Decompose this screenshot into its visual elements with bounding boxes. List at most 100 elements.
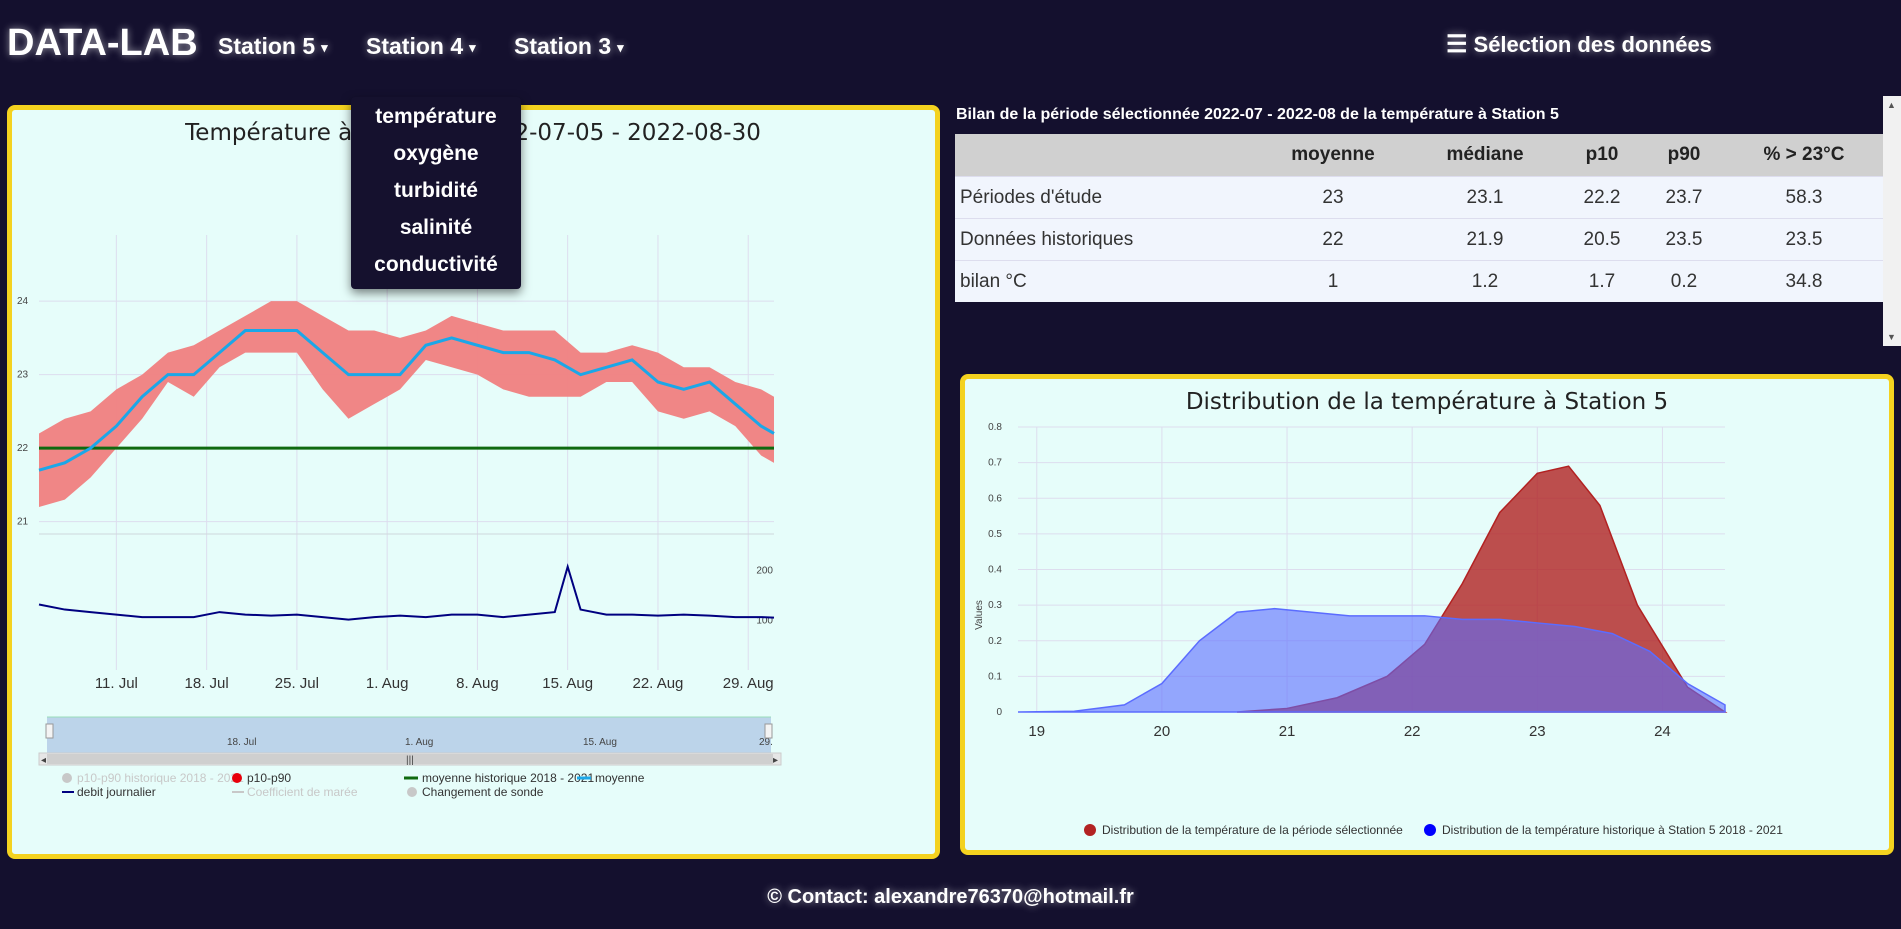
y-tick-label: 0.3 bbox=[988, 600, 1002, 611]
legend-dot-icon bbox=[62, 773, 72, 783]
y-tick-label: 0.2 bbox=[988, 636, 1002, 647]
row-label: Données historiques bbox=[955, 218, 1257, 261]
nav-station-3-label: Station 3 bbox=[514, 33, 612, 59]
legend-item-changement-sonde[interactable]: Changement de sonde bbox=[407, 785, 544, 799]
range-navigator[interactable]: 18. Jul 1. Aug 15. Aug 29. ||| ◂ ▸ bbox=[38, 716, 782, 766]
legend-item-historical[interactable]: Distribution de la température historiqu… bbox=[1424, 823, 1783, 837]
scroll-left-icon[interactable]: ◂ bbox=[41, 755, 46, 766]
table-cell: 23.5 bbox=[1643, 218, 1725, 261]
navigator-label: 1. Aug bbox=[405, 737, 433, 748]
chevron-down-icon: ▾ bbox=[321, 39, 328, 55]
x-tick-label: 19 bbox=[1028, 723, 1045, 740]
table-header-row: moyenne médiane p10 p90 % > 23°C bbox=[955, 134, 1883, 177]
x-tick-label: 11. Jul bbox=[95, 675, 138, 692]
y-axis-title: Values bbox=[974, 600, 985, 630]
chevron-down-icon: ▾ bbox=[617, 39, 624, 55]
navigator-scrollbar-thumb[interactable] bbox=[47, 754, 773, 764]
scroll-down-icon[interactable]: ▼ bbox=[1887, 332, 1896, 342]
flow-subchart: 100 200 bbox=[38, 563, 775, 627]
p10-p90-area bbox=[39, 301, 774, 507]
legend-label: Distribution de la température de la pér… bbox=[1102, 823, 1403, 837]
summary-table: moyenne médiane p10 p90 % > 23°C Période… bbox=[955, 134, 1883, 302]
x-tick-label: 21 bbox=[1279, 723, 1296, 740]
scroll-up-icon[interactable]: ▲ bbox=[1887, 100, 1896, 110]
y-tick-label: 0.6 bbox=[988, 493, 1002, 504]
x-tick-label: 24 bbox=[1654, 723, 1671, 740]
navigator-label: 18. Jul bbox=[227, 737, 256, 748]
table-cell: 1 bbox=[1257, 260, 1409, 302]
legend-item-moyenne-historique[interactable]: moyenne historique 2018 - 2021 bbox=[404, 771, 594, 785]
menu-icon: ☰ bbox=[1446, 31, 1468, 58]
table-row: Données historiques 22 21.9 20.5 23.5 23… bbox=[955, 218, 1883, 261]
navigator-selection[interactable] bbox=[47, 717, 771, 753]
dropdown-item-turbidite[interactable]: turbidité bbox=[394, 179, 478, 202]
legend-item-coefficient-maree[interactable]: Coefficient de marée bbox=[232, 785, 358, 799]
table-scrollbar[interactable]: ▲ ▼ bbox=[1883, 96, 1901, 346]
y-tick-label: 0.5 bbox=[988, 529, 1002, 540]
x-tick-label: 29. Aug bbox=[723, 675, 774, 692]
scrollbar-grip-icon: ||| bbox=[406, 755, 414, 766]
table-row: Périodes d'étude 23 23.1 22.2 23.7 58.3 bbox=[955, 176, 1883, 219]
nav-station-4[interactable]: Station 4 ▾ bbox=[366, 33, 476, 60]
legend-item-p10-p90[interactable]: p10-p90 bbox=[232, 771, 291, 785]
legend-item-debit-journalier[interactable]: debit journalier bbox=[62, 785, 156, 799]
navigator-label: 29. bbox=[759, 737, 773, 748]
scroll-right-icon[interactable]: ▸ bbox=[773, 755, 778, 766]
flow-y-tick-label: 200 bbox=[756, 565, 773, 576]
column-header: médiane bbox=[1409, 134, 1561, 177]
table-cell: 23.7 bbox=[1643, 176, 1725, 219]
dropdown-item-temperature[interactable]: température bbox=[375, 105, 497, 128]
p10-p90-band bbox=[39, 301, 774, 507]
navigator-label: 15. Aug bbox=[583, 737, 617, 748]
temperature-distribution-chart[interactable]: Distribution de la température à Station… bbox=[965, 379, 1889, 850]
y-tick-label: 21 bbox=[17, 517, 29, 528]
x-tick-label: 15. Aug bbox=[542, 675, 593, 692]
mean-line bbox=[38, 329, 775, 472]
legend-item-p10-p90-historique[interactable]: p10-p90 historique 2018 - 2021 bbox=[62, 771, 244, 785]
y-tick-label: 0.8 bbox=[988, 422, 1002, 433]
legend-item-selected-period[interactable]: Distribution de la température de la pér… bbox=[1084, 823, 1403, 837]
legend-label: p10-p90 bbox=[247, 771, 291, 785]
legend-label: Changement de sonde bbox=[422, 785, 544, 799]
brand-logo[interactable]: DATA-LAB bbox=[7, 22, 198, 64]
y-tick-label: 0.7 bbox=[988, 458, 1002, 469]
legend-dot-icon bbox=[1424, 824, 1436, 836]
legend-dot-icon bbox=[407, 787, 417, 797]
table-cell: 23 bbox=[1257, 176, 1409, 219]
density-area bbox=[1017, 607, 1726, 713]
column-header: % > 23°C bbox=[1725, 134, 1883, 177]
nav-station-5[interactable]: Station 5 ▾ bbox=[218, 33, 328, 60]
legend-label: Distribution de la température historiqu… bbox=[1442, 823, 1783, 837]
x-tick-label: 18. Jul bbox=[185, 675, 229, 692]
legend-label: debit journalier bbox=[77, 785, 156, 799]
dropdown-item-salinite[interactable]: salinité bbox=[399, 216, 473, 239]
chart-axes: 0 0.1 0.2 0.3 0.4 0.5 0.6 0.7 0.8 19 20 21 22 23 24 bbox=[988, 422, 1671, 740]
table-cell: 20.5 bbox=[1561, 218, 1643, 261]
x-tick-label: 23 bbox=[1529, 723, 1546, 740]
legend-item-moyenne[interactable]: moyenne bbox=[577, 771, 645, 785]
table-cell: 1.7 bbox=[1561, 260, 1643, 302]
chart-axes: 21 22 23 24 11. Jul 18. Jul 25. Jul 1. Aug 8. Au… bbox=[17, 296, 774, 692]
y-tick-label: 24 bbox=[17, 296, 29, 307]
flow-y-tick-label: 100 bbox=[756, 616, 773, 627]
nav-station-3[interactable]: Station 3 ▾ bbox=[514, 33, 624, 60]
x-tick-label: 20 bbox=[1154, 723, 1171, 740]
y-tick-label: 22 bbox=[17, 443, 29, 454]
table-cell: 23.5 bbox=[1725, 218, 1883, 261]
nav-station-4-label: Station 4 bbox=[366, 33, 464, 59]
table-cell: 21.9 bbox=[1409, 218, 1561, 261]
navigator-handle-right[interactable] bbox=[764, 723, 773, 739]
table-cell: 22.2 bbox=[1561, 176, 1643, 219]
y-tick-label: 23 bbox=[17, 370, 29, 381]
table-caption: Bilan de la période sélectionnée 2022-07… bbox=[956, 106, 1559, 123]
chevron-down-icon: ▾ bbox=[469, 39, 476, 55]
dropdown-item-conductivite[interactable]: conductivité bbox=[374, 253, 498, 276]
dropdown-item-oxygene[interactable]: oxygène bbox=[393, 142, 479, 165]
column-header: p10 bbox=[1561, 134, 1643, 177]
data-selection-button[interactable]: ☰ Sélection des données bbox=[1446, 30, 1712, 59]
table-cell: 58.3 bbox=[1725, 176, 1883, 219]
temperature-timeseries-chart[interactable]: Température à Station 5 2022-07-05 - 202… bbox=[12, 110, 935, 854]
navigator-handle-left[interactable] bbox=[45, 723, 54, 739]
chart-legend: p10-p90 historique 2018 - 2021 p10-p90 m… bbox=[62, 771, 645, 799]
summary-table-container: Bilan de la période sélectionnée 2022-07… bbox=[955, 96, 1883, 346]
